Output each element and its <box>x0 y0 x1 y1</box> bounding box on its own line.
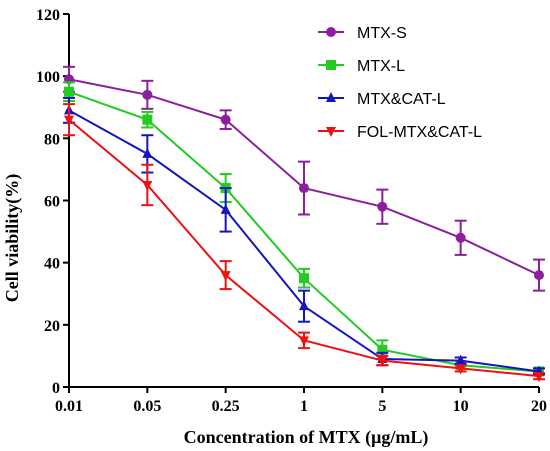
data-point <box>142 180 153 191</box>
legend-item: MTX-L <box>318 58 405 75</box>
legend-marker <box>326 92 336 102</box>
legend-label: MTX-L <box>357 58 405 75</box>
data-point <box>299 183 309 194</box>
y-tick-label: 60 <box>44 194 60 211</box>
data-point <box>377 344 388 355</box>
y-axis-title: Cell viability(%) <box>2 174 23 303</box>
data-point <box>455 232 466 243</box>
series-1 <box>63 65 545 292</box>
data-point <box>220 114 231 125</box>
y-tick-label: 0 <box>52 380 60 397</box>
y-tick-label: 100 <box>36 69 60 86</box>
x-axis-title: Concentration of MTX (μg/mL) <box>184 427 429 448</box>
data-point <box>299 300 309 311</box>
data-point <box>142 114 153 125</box>
legend-marker <box>326 60 336 70</box>
axes: 0 20 40 60 80 100 120 0.01 0.05 0.25 1 5 10 20 <box>36 7 547 415</box>
y-tick-label: 40 <box>44 256 60 273</box>
x-tick-label: 5 <box>378 398 386 415</box>
legend: MTX-S MTX-L MTX&CAT-L FOL-MTX&CAT-L <box>318 25 482 141</box>
x-tick-label: 10 <box>453 398 469 415</box>
data-point <box>64 115 74 126</box>
x-tick-label: 0.01 <box>55 398 83 415</box>
data-point <box>377 201 388 212</box>
series-layer <box>63 65 545 383</box>
x-tick-label: 0.25 <box>212 398 240 415</box>
x-tick-label: 0.05 <box>133 398 161 415</box>
y-tick-label: 120 <box>36 7 60 24</box>
data-point <box>377 356 388 367</box>
data-point <box>142 147 153 158</box>
legend-item: FOL-MTX&CAT-L <box>318 124 482 141</box>
data-point <box>534 270 544 281</box>
data-point <box>455 364 466 375</box>
legend-item: MTX-S <box>318 25 407 42</box>
data-point <box>299 336 309 347</box>
legend-label: MTX&CAT-L <box>357 91 446 108</box>
legend-marker <box>326 127 336 137</box>
data-point <box>299 273 309 284</box>
series-3 <box>63 96 545 376</box>
legend-item: MTX&CAT-L <box>318 91 446 108</box>
data-point <box>220 271 231 282</box>
x-tick-label: 20 <box>531 398 547 415</box>
legend-marker <box>326 27 336 37</box>
legend-label: FOL-MTX&CAT-L <box>357 124 482 141</box>
y-tick-label: 20 <box>44 318 60 335</box>
data-point <box>534 372 544 383</box>
y-tick-label: 80 <box>44 131 60 148</box>
data-point <box>220 203 231 214</box>
series-4 <box>63 103 545 383</box>
data-point <box>142 89 153 100</box>
data-point <box>64 86 74 97</box>
data-point <box>455 354 466 365</box>
x-tick-label: 1 <box>300 398 308 415</box>
legend-label: MTX-S <box>357 25 407 42</box>
